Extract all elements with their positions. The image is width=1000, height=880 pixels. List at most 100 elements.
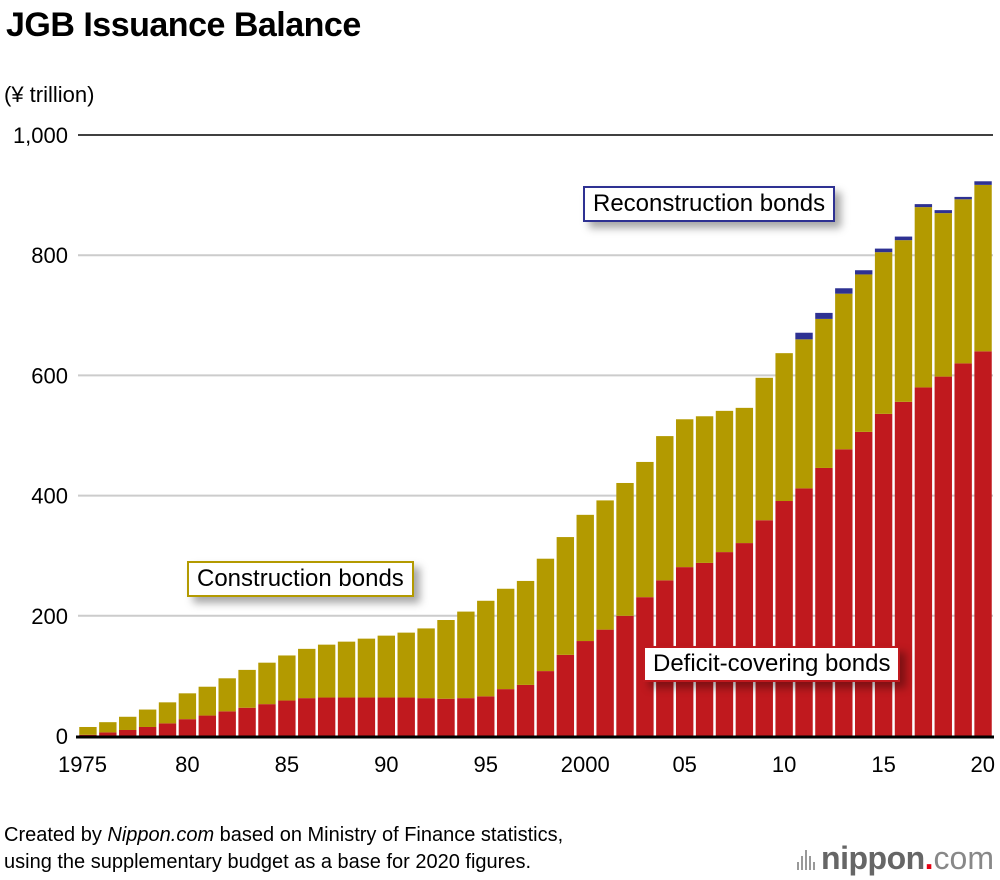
bar-deficit-covering-bonds-1976	[99, 732, 117, 736]
y-tick-label: 0	[56, 724, 68, 749]
bar-group-1993	[437, 620, 455, 736]
bar-group-2003	[636, 461, 654, 736]
bar-construction-bonds-1997	[516, 580, 535, 685]
bar-group-1989	[357, 638, 376, 736]
bar-construction-bonds-1977	[119, 716, 137, 730]
bar-group-2002	[616, 482, 634, 736]
bar-group-1982	[218, 678, 236, 736]
bar-deficit-covering-bonds-2000	[576, 641, 594, 736]
bar-construction-bonds-1980	[178, 693, 197, 720]
bar-construction-bonds-1998	[536, 558, 555, 672]
bar-group-2017	[914, 204, 933, 736]
bar-group-2008	[735, 407, 754, 736]
bar-construction-bonds-2020	[974, 184, 992, 352]
bar-deficit-covering-bonds-1985	[278, 700, 296, 736]
bar-construction-bonds-1991	[397, 632, 415, 698]
bar-reconstruction-bonds-2018	[934, 210, 952, 214]
bar-group-1988	[337, 641, 356, 736]
bar-deficit-covering-bonds-1993	[437, 698, 455, 736]
bar-construction-bonds-2012	[815, 318, 833, 468]
x-tick-label: 10	[772, 752, 796, 777]
bar-construction-bonds-1989	[357, 638, 376, 698]
bar-group-2007	[715, 410, 734, 736]
bar-construction-bonds-2009	[755, 377, 773, 521]
bar-reconstruction-bonds-2014	[855, 270, 873, 275]
bar-deficit-covering-bonds-1997	[516, 684, 535, 736]
bar-group-2000	[576, 514, 594, 736]
bar-deficit-covering-bonds-1986	[298, 698, 316, 736]
x-tick-label: 85	[275, 752, 299, 777]
bar-construction-bonds-1995	[477, 600, 495, 697]
bar-group-1979	[158, 702, 177, 736]
bar-deficit-covering-bonds-1992	[417, 698, 435, 736]
bar-group-1998	[536, 558, 555, 736]
bar-deficit-covering-bonds-2018	[934, 376, 952, 736]
bar-construction-bonds-1979	[158, 702, 177, 724]
chart-title: JGB Issuance Balance	[6, 6, 361, 44]
bar-construction-bonds-2000	[576, 514, 594, 642]
bar-deficit-covering-bonds-1982	[218, 711, 236, 736]
source-note-line-2: using the supplementary budget as a base…	[4, 851, 532, 873]
source-brand: Nippon.com	[107, 824, 215, 846]
bar-deficit-covering-bonds-1983	[238, 707, 256, 736]
bar-reconstruction-bonds-2016	[894, 236, 913, 241]
bar-group-1995	[477, 600, 495, 736]
bar-construction-bonds-1987	[317, 644, 336, 698]
bar-group-1990	[377, 635, 396, 736]
bar-construction-bonds-2015	[874, 252, 893, 414]
x-tick-labels: 1975 80 85 90 95 2000 05 10 15 20	[58, 752, 995, 777]
bar-group-1981	[198, 686, 216, 736]
bar-reconstruction-bonds-2012	[815, 312, 833, 319]
bar-group-1983	[238, 669, 256, 736]
bar-deficit-covering-bonds-2017	[914, 387, 933, 736]
bar-deficit-covering-bonds-2016	[894, 401, 913, 736]
bar-group-2004	[656, 436, 674, 736]
bar-construction-bonds-2011	[795, 339, 813, 489]
bar-group-1994	[457, 611, 475, 736]
x-tick-label: 95	[474, 752, 498, 777]
bar-construction-bonds-1988	[337, 641, 356, 698]
bar-group-1987	[317, 644, 336, 736]
bar-group-2020	[974, 181, 992, 736]
bar-deficit-covering-bonds-2012	[815, 467, 833, 736]
bar-deficit-covering-bonds-2002	[616, 615, 634, 736]
bar-group-1978	[138, 709, 157, 736]
bar-group-1997	[516, 580, 535, 736]
bar-deficit-covering-bonds-2015	[874, 413, 893, 736]
y-tick-label: 1,000	[13, 123, 68, 148]
bar-group-1985	[278, 655, 296, 736]
bar-reconstruction-bonds-2019	[954, 196, 972, 200]
bar-deficit-covering-bonds-1980	[178, 719, 197, 736]
bar-group-1999	[556, 537, 575, 736]
bar-deficit-covering-bonds-1977	[119, 729, 137, 736]
bar-deficit-covering-bonds-1987	[317, 697, 336, 736]
bar-construction-bonds-2006	[695, 416, 714, 563]
bar-construction-bonds-2004	[656, 436, 674, 581]
bar-construction-bonds-2017	[914, 207, 933, 388]
bar-group-1992	[417, 628, 435, 736]
bar-group-1996	[496, 588, 515, 736]
callout-deficit-covering-bonds: Deficit-covering bonds	[643, 646, 901, 682]
sound-bars-icon	[797, 848, 816, 870]
bar-construction-bonds-1976	[99, 722, 117, 733]
bar-reconstruction-bonds-2017	[914, 204, 933, 208]
bar-construction-bonds-2018	[934, 213, 952, 377]
bar-group-2019	[954, 196, 972, 736]
bar-construction-bonds-2002	[616, 482, 634, 616]
y-tick-labels: 0 200 400 600 800 1,000	[13, 123, 68, 749]
bar-deficit-covering-bonds-2009	[755, 520, 773, 736]
bar-reconstruction-bonds-2020	[974, 181, 992, 185]
bar-group-1984	[258, 662, 276, 736]
bar-construction-bonds-2007	[715, 410, 734, 553]
bar-deficit-covering-bonds-2011	[795, 488, 813, 736]
x-tick-label: 05	[672, 752, 696, 777]
bar-construction-bonds-2014	[855, 274, 873, 432]
bar-group-2006	[695, 416, 714, 736]
x-tick-label: 20	[971, 752, 995, 777]
bar-construction-bonds-1996	[496, 588, 515, 690]
bar-deficit-covering-bonds-1999	[556, 654, 575, 736]
bar-construction-bonds-1982	[218, 678, 236, 712]
bar-deficit-covering-bonds-1988	[337, 697, 356, 736]
callout-construction-bonds: Construction bonds	[187, 561, 414, 597]
bar-group-1976	[99, 722, 117, 736]
